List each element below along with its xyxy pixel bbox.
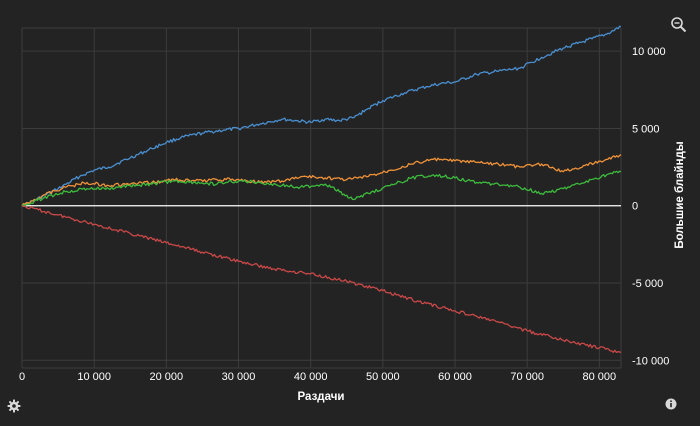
series-line-3 [21,170,622,207]
y-axis-ticks: 10 000 5 000 0 -5 000 -10 000 [632,46,669,367]
x-tick-label: 10 000 [77,371,111,383]
x-tick-label: 0 [19,371,25,383]
series-line-1 [21,25,622,208]
x-tick-label: 70 000 [510,371,544,383]
x-tick-label: 80 000 [583,371,617,383]
x-tick-label: 50 000 [366,371,400,383]
info-button[interactable] [664,397,678,411]
y-tick-label: 10 000 [632,46,666,58]
x-tick-label: 20 000 [150,371,184,383]
series-line-2 [21,154,622,207]
series-group [21,25,622,354]
y-tick-label: 5 000 [632,123,660,135]
series-line-4 [21,205,622,354]
gear-icon [7,399,21,413]
x-tick-label: 30 000 [222,371,256,383]
zoom-button[interactable] [668,14,690,36]
y-tick-label: -10 000 [632,355,669,367]
x-axis-ticks: 0 10 000 20 000 30 000 40 000 50 000 60 000 70 … [19,371,616,383]
info-icon [665,398,677,410]
y-tick-label: -5 000 [632,278,663,290]
y-tick-label: 0 [632,201,638,213]
y-axis-title: Большие блайнды [674,141,686,248]
x-tick-label: 40 000 [294,371,328,383]
zoom-magnifier-icon [671,17,687,33]
settings-button[interactable] [4,396,24,416]
x-axis-title: Раздачи [298,391,345,403]
x-tick-label: 60 000 [438,371,472,383]
grid-lines [21,27,622,369]
